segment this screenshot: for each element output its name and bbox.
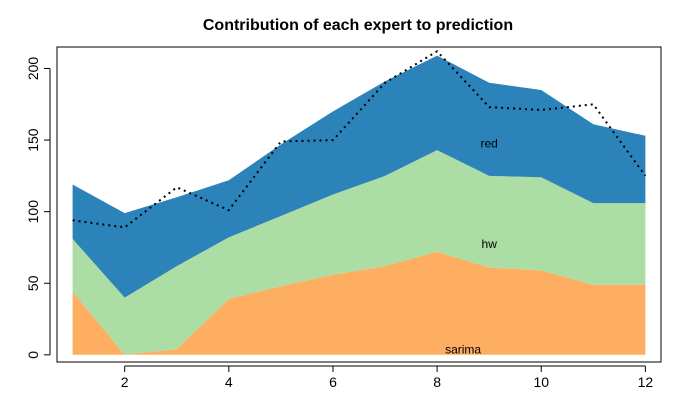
y-tick-label: 100 bbox=[25, 200, 41, 224]
chart-title: Contribution of each expert to predictio… bbox=[203, 17, 513, 34]
y-tick-label: 0 bbox=[25, 351, 41, 359]
area-sarima bbox=[72, 251, 646, 355]
x-tick-label: 10 bbox=[533, 374, 549, 390]
area-hw bbox=[72, 150, 646, 355]
area-label-sarima: sarima bbox=[445, 343, 481, 357]
area-labels: sarima hw red bbox=[445, 137, 498, 357]
x-tick-label: 2 bbox=[121, 374, 129, 390]
prediction-line bbox=[72, 50, 647, 229]
stacked-areas bbox=[72, 55, 646, 355]
x-tick-label: 12 bbox=[638, 374, 654, 390]
x-axis: 2 4 6 8 10 12 bbox=[121, 365, 654, 390]
area-label-red: red bbox=[481, 137, 498, 151]
prediction-line-group bbox=[72, 50, 647, 229]
x-tick-label: 6 bbox=[329, 374, 337, 390]
y-tick-label: 50 bbox=[25, 275, 41, 291]
area-red bbox=[72, 55, 646, 298]
y-tick-label: 200 bbox=[25, 57, 41, 81]
y-tick-label: 150 bbox=[25, 128, 41, 152]
y-axis: 0 50 100 150 200 bbox=[25, 57, 51, 359]
plot-box bbox=[56, 46, 662, 363]
area-label-hw: hw bbox=[482, 237, 498, 251]
x-tick-label: 4 bbox=[225, 374, 233, 390]
x-tick-label: 8 bbox=[433, 374, 441, 390]
